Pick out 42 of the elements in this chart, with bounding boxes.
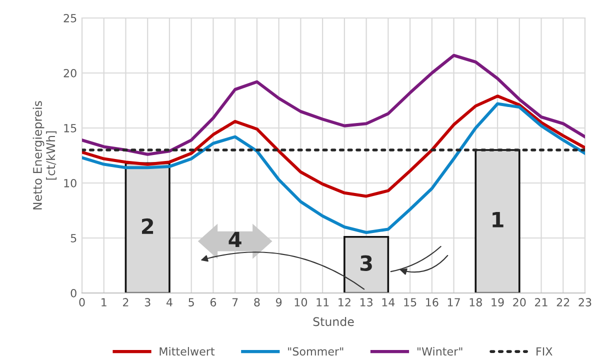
x-tick-label: 19: [492, 298, 504, 306]
x-tick-label: 4: [166, 298, 172, 306]
y-tick-label: 15: [64, 124, 76, 132]
x-tick-label: 9: [276, 298, 282, 306]
x-tick-label: 20: [513, 298, 526, 306]
x-tick-label: 11: [316, 298, 329, 306]
line-series: [82, 94, 585, 198]
x-tick-label: 15: [404, 298, 416, 306]
y-tick-label: 0: [70, 288, 76, 298]
y-tick-label: 20: [64, 68, 76, 78]
x-tick-label: 7: [232, 298, 238, 306]
x-tick-label: 12: [338, 298, 350, 306]
x-tick-label: 1: [102, 298, 106, 306]
x-tick-label: 18: [470, 298, 482, 306]
x-tick-label: 17: [448, 298, 460, 306]
x-tick-label: 23: [578, 298, 592, 306]
y-tick-label: 25: [64, 14, 76, 22]
y-axis-title: Netto Energiepreis [ct/kWh]: [32, 101, 57, 210]
y-tick-label: 5: [70, 234, 76, 242]
y-tick-label: 10: [64, 178, 76, 188]
x-tick-label: 3: [144, 298, 150, 306]
x-tick-label: 6: [210, 298, 216, 306]
annotation: 3: [360, 255, 372, 271]
line-series: [82, 54, 585, 156]
x-tick-label: 0: [79, 298, 85, 306]
x-tick-label: 13: [360, 298, 372, 306]
x-tick-label: 10: [294, 298, 308, 306]
x-tick-label: 8: [254, 298, 260, 306]
x-tick-label: 22: [556, 298, 570, 306]
x-tick-label: 21: [535, 298, 548, 306]
x-tick-label: 2: [123, 298, 128, 306]
annotation: 4: [228, 232, 242, 248]
legend-label: Mittelwert: [160, 347, 215, 356]
legend-label: "Sommer": [288, 347, 344, 356]
x-tick-label: 14: [382, 298, 395, 306]
x-axis-title: Stunde: [313, 316, 354, 326]
x-tick-label: 5: [188, 298, 194, 306]
annotation: 1: [492, 212, 504, 228]
annotation: 2: [142, 218, 154, 234]
legend-label: "Winter": [417, 347, 462, 356]
x-tick-label: 16: [426, 298, 438, 306]
legend-label: FIX: [536, 347, 552, 356]
